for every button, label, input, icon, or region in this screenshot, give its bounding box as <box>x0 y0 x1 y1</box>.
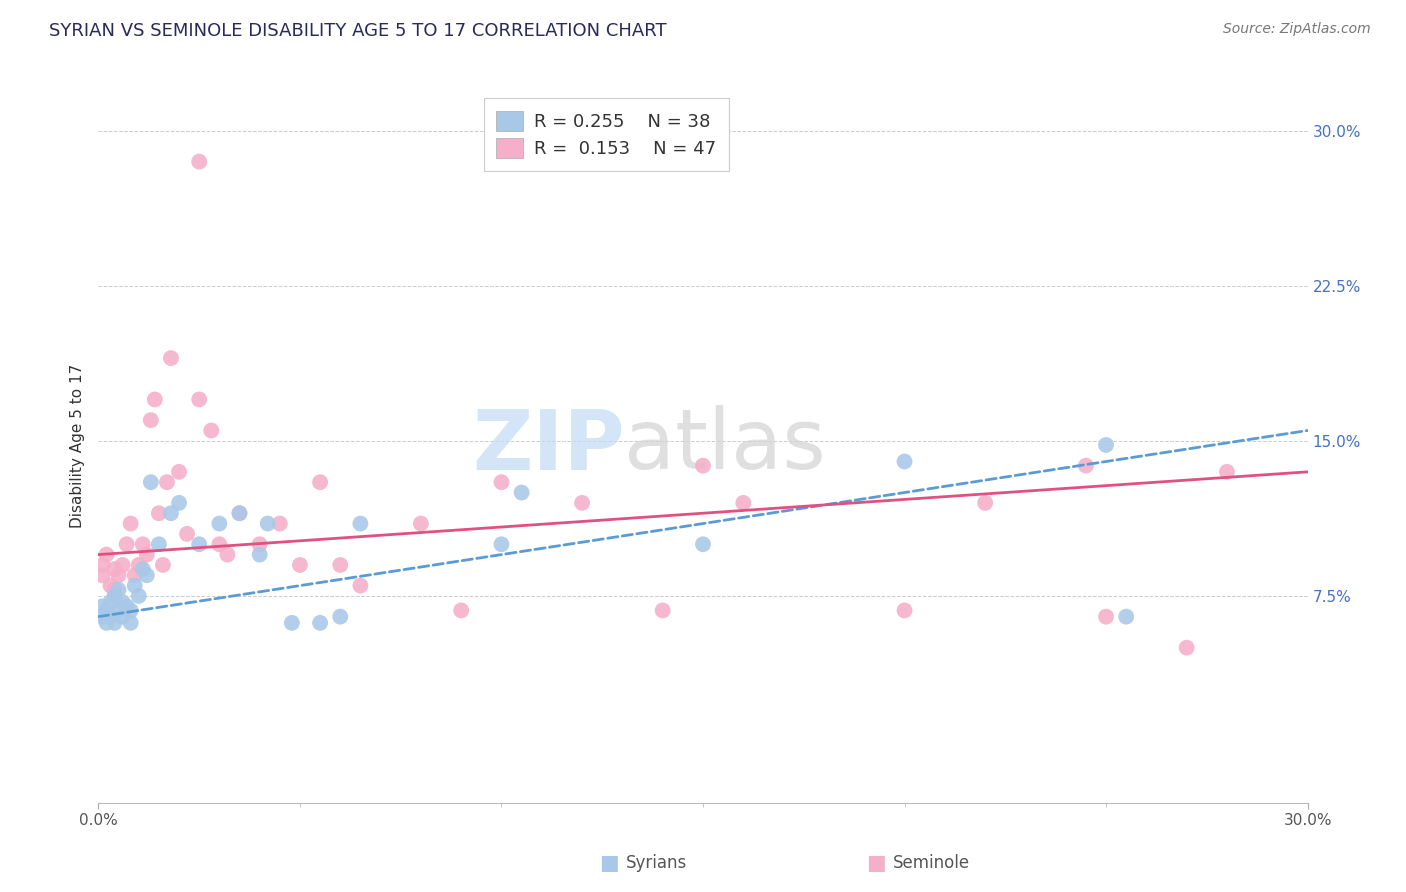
Point <box>733 496 755 510</box>
Point <box>281 615 304 630</box>
Point <box>120 603 142 617</box>
Point <box>188 537 211 551</box>
Point <box>91 558 114 572</box>
Point <box>200 424 222 438</box>
Point <box>1216 465 1239 479</box>
Point <box>329 609 352 624</box>
Point <box>167 496 190 510</box>
Point <box>409 516 432 531</box>
Point <box>228 506 250 520</box>
Point <box>139 475 162 490</box>
Text: ■: ■ <box>866 854 886 873</box>
Point <box>217 548 239 562</box>
Point <box>349 579 371 593</box>
Point <box>132 537 155 551</box>
Point <box>188 154 211 169</box>
Point <box>160 351 183 365</box>
Point <box>692 537 714 551</box>
Point <box>651 603 673 617</box>
Point <box>1074 458 1097 473</box>
Point <box>491 475 513 490</box>
Point <box>571 496 593 510</box>
Point <box>135 548 157 562</box>
Point <box>974 496 997 510</box>
Text: atlas: atlas <box>624 406 827 486</box>
Point <box>249 548 271 562</box>
Text: Seminole: Seminole <box>893 855 970 872</box>
Point <box>148 537 170 551</box>
Point <box>208 516 231 531</box>
Point <box>329 558 352 572</box>
Point <box>96 548 118 562</box>
Point <box>148 506 170 520</box>
Point <box>100 609 122 624</box>
Text: Source: ZipAtlas.com: Source: ZipAtlas.com <box>1223 22 1371 37</box>
Point <box>103 582 125 597</box>
Point <box>143 392 166 407</box>
Point <box>1095 609 1118 624</box>
Point <box>309 615 332 630</box>
Point <box>288 558 311 572</box>
Point <box>132 562 155 576</box>
Point <box>1175 640 1198 655</box>
Point <box>107 603 129 617</box>
Point <box>124 579 146 593</box>
Point <box>120 516 142 531</box>
Point <box>349 516 371 531</box>
Point <box>249 537 271 551</box>
Point <box>103 615 125 630</box>
Point <box>120 615 142 630</box>
Point <box>96 603 118 617</box>
Point <box>111 558 134 572</box>
Text: SYRIAN VS SEMINOLE DISABILITY AGE 5 TO 17 CORRELATION CHART: SYRIAN VS SEMINOLE DISABILITY AGE 5 TO 1… <box>49 22 666 40</box>
Point <box>450 603 472 617</box>
Point <box>107 568 129 582</box>
Point <box>692 458 714 473</box>
Text: ■: ■ <box>599 854 619 873</box>
Point <box>96 615 118 630</box>
Point <box>152 558 174 572</box>
Point <box>91 609 114 624</box>
Point <box>510 485 533 500</box>
Point <box>128 589 150 603</box>
Point <box>491 537 513 551</box>
Point <box>103 562 125 576</box>
Point <box>160 506 183 520</box>
Point <box>228 506 250 520</box>
Text: ZIP: ZIP <box>472 406 624 486</box>
Text: Syrians: Syrians <box>626 855 688 872</box>
Point <box>128 558 150 572</box>
Point <box>103 589 125 603</box>
Point <box>208 537 231 551</box>
Point <box>115 599 138 614</box>
Point <box>111 609 134 624</box>
Y-axis label: Disability Age 5 to 17: Disability Age 5 to 17 <box>69 364 84 528</box>
Point <box>124 568 146 582</box>
Point <box>1095 438 1118 452</box>
Point <box>115 537 138 551</box>
Point <box>167 465 190 479</box>
Point <box>269 516 291 531</box>
Point <box>176 527 198 541</box>
Point <box>91 568 114 582</box>
Point <box>893 454 915 468</box>
Point <box>309 475 332 490</box>
Point <box>188 392 211 407</box>
Point <box>135 568 157 582</box>
Point <box>91 599 114 614</box>
Point <box>107 582 129 597</box>
Point <box>100 579 122 593</box>
Point <box>256 516 278 531</box>
Point <box>100 595 122 609</box>
Point <box>1115 609 1137 624</box>
Point <box>111 595 134 609</box>
Point <box>893 603 915 617</box>
Point <box>156 475 179 490</box>
Point <box>139 413 162 427</box>
Legend: R = 0.255    N = 38, R =  0.153    N = 47: R = 0.255 N = 38, R = 0.153 N = 47 <box>484 98 728 170</box>
